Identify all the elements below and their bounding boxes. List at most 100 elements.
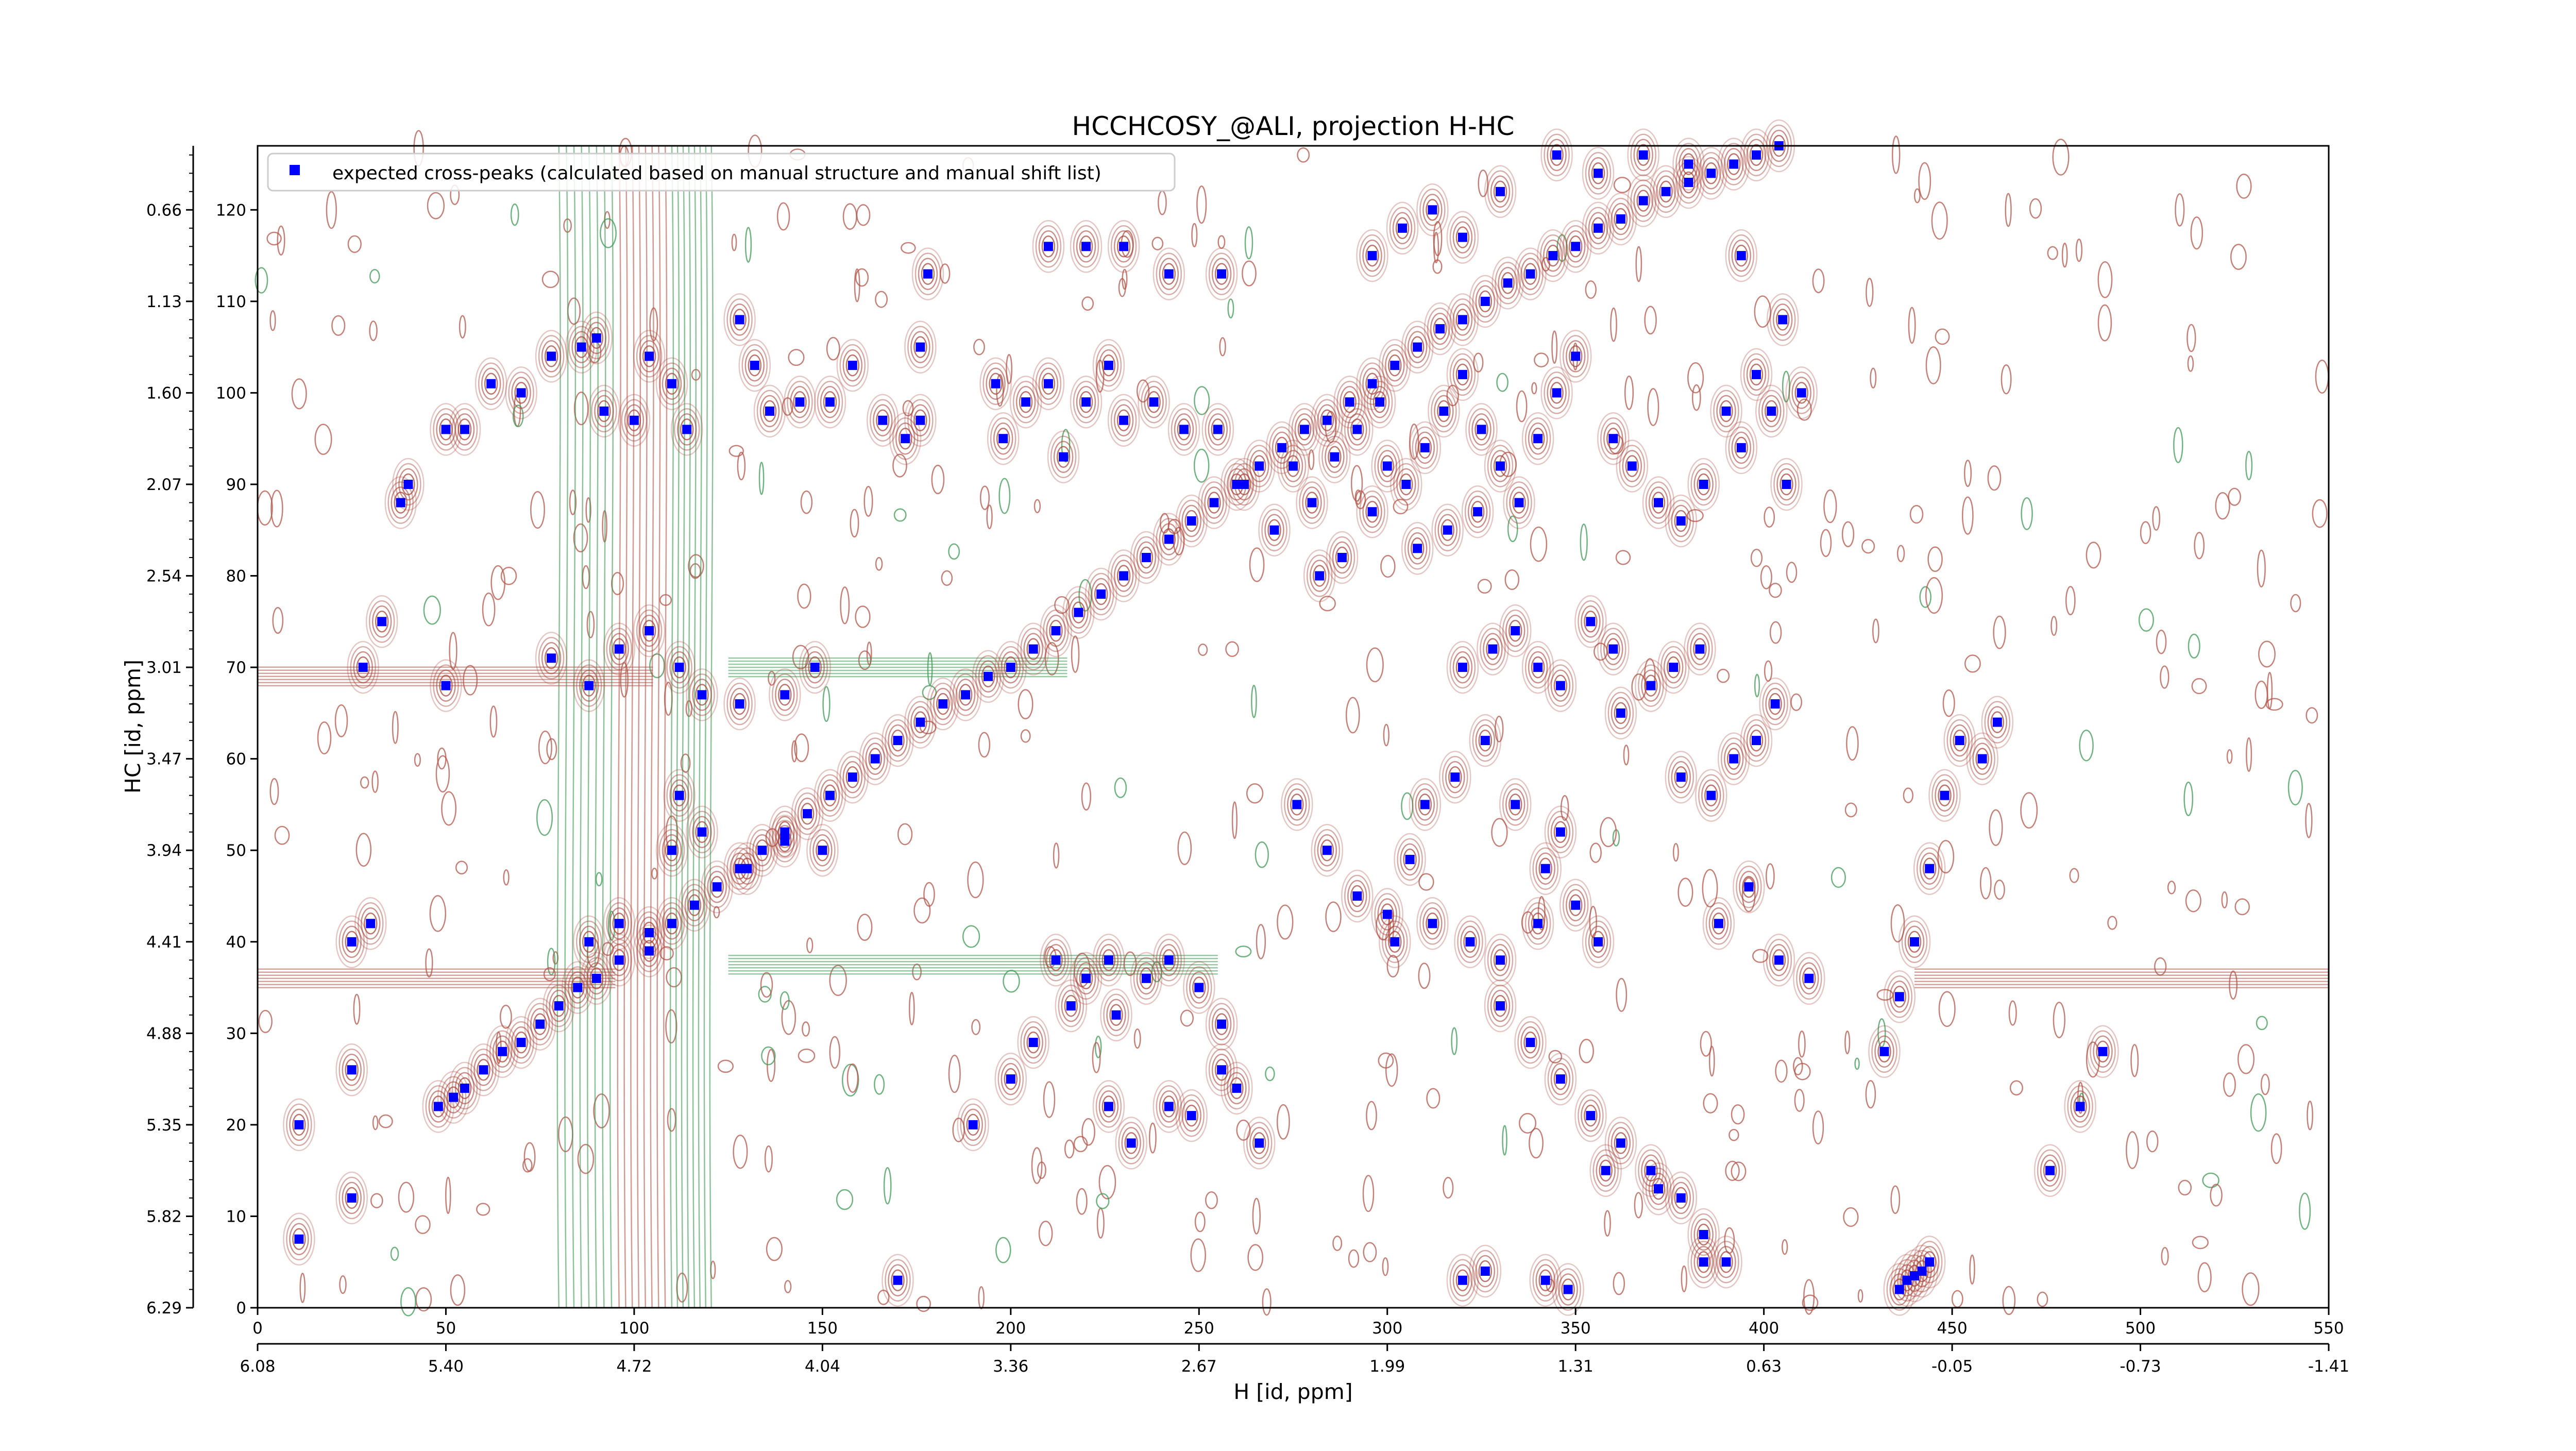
peak-contour [1630,179,1656,222]
x-ppm-tick-label: 0.63 [1746,1357,1782,1376]
peak-contour [772,820,798,863]
peak-contour [1616,440,1649,493]
peak-contour [762,400,777,423]
peak-contour [571,976,585,999]
peak-contour [1452,1264,1473,1296]
noise-contour [489,705,498,738]
peak-contour [1550,144,1564,166]
noise-contour [1604,1210,1611,1237]
peak-contour [1538,1269,1552,1291]
noise-contour [1173,527,1185,555]
peak-contour [1184,510,1198,532]
peak-contour [1311,823,1344,877]
peak-contour [1614,702,1628,724]
noise-contour [2175,193,2185,227]
peak-contour [963,1108,983,1141]
peak-contour [1043,939,1069,982]
cross-peak-marker [1405,855,1415,864]
peak-contour [726,682,753,726]
peak-contour [816,839,829,862]
peak-contour [839,344,866,387]
peak-contour [1224,463,1250,506]
peak-contour [1426,199,1439,221]
peak-contour [1073,380,1099,424]
cross-peak-marker [1555,1074,1565,1084]
peak-contour [966,1113,980,1136]
peak-contour [422,1080,455,1133]
cross-peak-marker [1126,1138,1136,1148]
peak-contour [1174,413,1194,446]
peak-contour [292,1228,306,1251]
peak-contour [910,404,930,436]
noise-contour [398,1182,415,1213]
noise-contour [1081,1118,1095,1146]
cross-peak-marker [1187,516,1196,526]
noise-contour [1006,354,1013,384]
peak-contour [1268,426,1295,469]
peak-contour [508,372,534,414]
noise-contour [1529,1127,1544,1159]
peak-contour [1449,353,1476,396]
noise-contour [425,948,433,977]
peak-contour [1524,646,1551,689]
peak-contour [914,252,941,295]
noise-contour [1731,1104,1745,1125]
cross-peak-marker [449,1092,459,1102]
peak-contour [885,1259,911,1302]
peak-contour [1428,384,1460,438]
y-tick-label: 80 [226,567,246,586]
peak-contour [1189,971,1209,1004]
noise-contour [782,397,793,416]
noise-contour [1530,526,1548,562]
peak-contour [1746,139,1767,172]
peak-contour [583,316,610,360]
peak-contour [1469,714,1502,767]
peak-contour [1919,852,1940,885]
peak-contour [1509,486,1529,519]
noise-contour [1844,1031,1851,1054]
peak-contour [428,1090,449,1123]
cross-peak-marker [1458,663,1467,672]
noise-contour [269,778,279,805]
cross-peak-marker [535,1019,545,1029]
peak-contour [689,811,715,853]
cross-peak-marker [1594,223,1603,233]
noise-contour [334,704,348,737]
peak-contour [1098,1090,1119,1123]
peak-contour [672,656,686,679]
peak-contour [1743,133,1770,177]
noise-contour [441,791,457,826]
peak-contour [1392,212,1413,245]
peak-contour [913,409,927,431]
peak-contour [684,889,705,921]
band-contour [579,145,584,1308]
cross-peak-marker [547,351,556,361]
peak-contour [1440,519,1454,541]
peak-contour [921,263,935,285]
noise-contour [1782,370,1790,402]
cross-peak-marker [1706,168,1716,178]
cross-peak-marker [1322,846,1332,855]
noise-contour [577,1144,595,1174]
noise-contour [1418,963,1431,989]
peak-contour [1249,1127,1269,1159]
cross-peak-marker [1496,187,1505,196]
peak-contour [603,897,635,950]
peak-contour [1356,485,1388,538]
peak-contour [1687,628,1713,670]
peak-contour [571,331,591,363]
peak-contour [1550,816,1571,848]
peak-contour [1079,391,1093,413]
peak-contour [978,660,998,693]
peak-contour [544,647,558,669]
cross-peak-marker [1752,369,1761,379]
peak-contour [1484,979,1517,1033]
peak-contour [1514,247,1547,300]
cross-peak-marker [516,1038,526,1048]
noise-contour [948,543,960,560]
cross-peak-marker [433,1102,443,1111]
peak-contour [1619,445,1646,487]
peak-contour [1701,157,1721,190]
peak-contour [1558,1273,1578,1306]
noise-contour [978,732,991,758]
